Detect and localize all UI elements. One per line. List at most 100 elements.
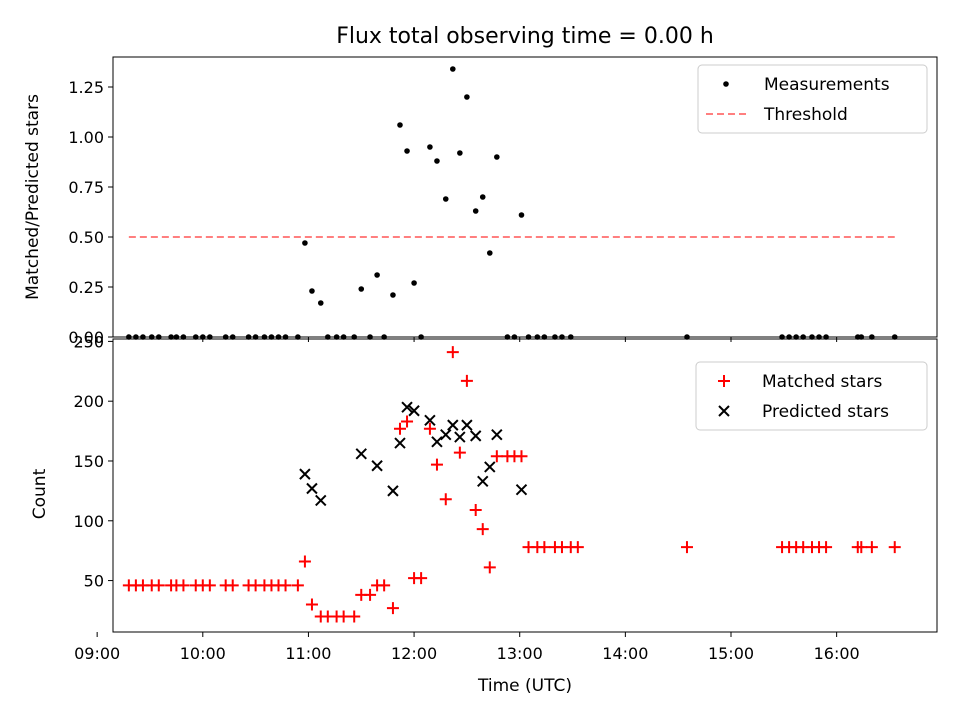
legend-box	[697, 64, 928, 134]
matched-star-point	[460, 374, 473, 387]
axes-frame	[112, 56, 938, 338]
measurement-point	[450, 66, 456, 72]
matched-star-point	[415, 572, 428, 585]
matched-star-point	[820, 541, 833, 554]
matched-star-point	[348, 610, 361, 623]
matched-star-point	[865, 541, 878, 554]
legend-label: Threshold	[763, 105, 848, 125]
y-tick-label: 50	[84, 572, 104, 591]
matched-star-point	[226, 579, 239, 592]
matched-star-point	[378, 579, 391, 592]
predicted-star-point	[387, 485, 399, 497]
matched-star-point	[152, 579, 165, 592]
measurement-point	[479, 194, 486, 200]
legend-marker-x	[718, 405, 730, 417]
top-axes: 0.00 0.25 0.50 0.75 1.00 1.25 Measurements Thre…	[68, 56, 938, 347]
axes-frame	[112, 338, 938, 633]
measurement-point	[411, 280, 417, 286]
x-tick-label: 09:00	[74, 644, 120, 663]
bottom-axes: 50 100 150 200 250 09:00 10:00 11:00 12:00 13:00 1…	[73, 332, 938, 663]
y-tick-label: 1.25	[68, 78, 104, 97]
matched-star-point	[888, 541, 901, 554]
matched-star-point	[291, 579, 304, 592]
x-tick-label: 12:00	[391, 644, 437, 663]
y-tick-label: 150	[73, 452, 104, 471]
measurement-point	[404, 148, 410, 154]
predicted-star-point	[306, 482, 318, 495]
y-tick-label: 1.00	[68, 128, 104, 147]
matched-star-point	[337, 610, 350, 623]
legend-label: Measurements	[764, 75, 890, 95]
measurement-point	[464, 94, 470, 100]
x-tick-label: 14:00	[602, 644, 648, 663]
predicted-star-point	[440, 428, 452, 441]
matched-star-point	[203, 579, 216, 592]
matched-star-point	[490, 450, 503, 463]
measurement-point	[442, 196, 449, 202]
predicted-star-point	[515, 483, 528, 496]
matched-star-point	[680, 541, 693, 554]
matched-star-point	[538, 541, 551, 554]
measurement-point	[518, 212, 525, 218]
measurement-point	[434, 158, 440, 164]
chart-title: Flux total observing time = 0.00 h	[336, 24, 714, 49]
y-tick-label: 250	[73, 332, 104, 351]
measurement-point	[374, 272, 380, 278]
predicted-star-point	[394, 437, 406, 449]
y-tick-label: 0.25	[68, 278, 104, 297]
top-y-axis-label: Matched/Predicted stars	[23, 94, 43, 300]
predicted-star-point	[431, 436, 443, 448]
predicted-star-point	[454, 431, 466, 443]
matched-star-point	[453, 446, 466, 459]
matched-star-point	[364, 588, 377, 601]
predicted-star-point	[355, 448, 367, 460]
measurement-point	[486, 250, 493, 256]
y-tick-label: 100	[73, 512, 104, 531]
y-tick-label: 200	[73, 392, 104, 411]
matched-star-point	[298, 555, 311, 568]
x-tick-label: 11:00	[285, 644, 331, 663]
y-tick-label: 0.50	[68, 228, 104, 247]
bottom-y-axis-label: Count	[30, 468, 50, 519]
matched-star-point	[305, 598, 318, 611]
measurement-point	[397, 122, 403, 128]
matched-star-point	[393, 422, 406, 435]
y-tick-label: 0.00	[68, 328, 104, 347]
legend-marker-dot	[723, 81, 729, 87]
x-tick-label: 15:00	[708, 644, 754, 663]
matched-star-point	[483, 561, 496, 574]
predicted-star-point	[491, 428, 503, 441]
measurement-point	[427, 144, 433, 150]
predicted-star-point	[477, 475, 489, 488]
x-tick-label: 16:00	[814, 644, 860, 663]
predicted-star-point	[461, 419, 473, 431]
measurement-point	[358, 286, 365, 292]
matched-star-point	[515, 450, 528, 463]
predicted-star-point	[484, 461, 496, 473]
x-tick-label: 10:00	[180, 644, 226, 663]
measurement-point	[302, 240, 308, 246]
predicted-star-point	[371, 460, 383, 472]
matched-star-point	[571, 541, 584, 554]
predicted-star-point	[315, 494, 327, 507]
legend-label: Predicted stars	[762, 402, 889, 422]
measurement-point	[472, 208, 479, 214]
matched-star-point	[386, 602, 399, 615]
matched-star-point	[476, 523, 489, 536]
matched-star-point	[446, 346, 459, 359]
predicted-star-point	[401, 401, 413, 413]
legend-marker-plus	[718, 375, 730, 387]
predicted-star-point	[469, 430, 482, 442]
predicted-star-point	[447, 419, 459, 431]
matched-star-point	[855, 541, 868, 554]
matched-star-point	[401, 415, 414, 428]
matched-star-point	[177, 579, 190, 592]
measurement-point	[317, 300, 324, 306]
matched-star-point	[439, 493, 452, 506]
measurement-point	[309, 288, 315, 294]
y-tick-label: 0.75	[68, 178, 104, 197]
measurement-point	[457, 150, 463, 156]
x-tick-label: 13:00	[497, 644, 543, 663]
matched-star-point	[469, 504, 482, 517]
measurement-point	[494, 154, 500, 160]
